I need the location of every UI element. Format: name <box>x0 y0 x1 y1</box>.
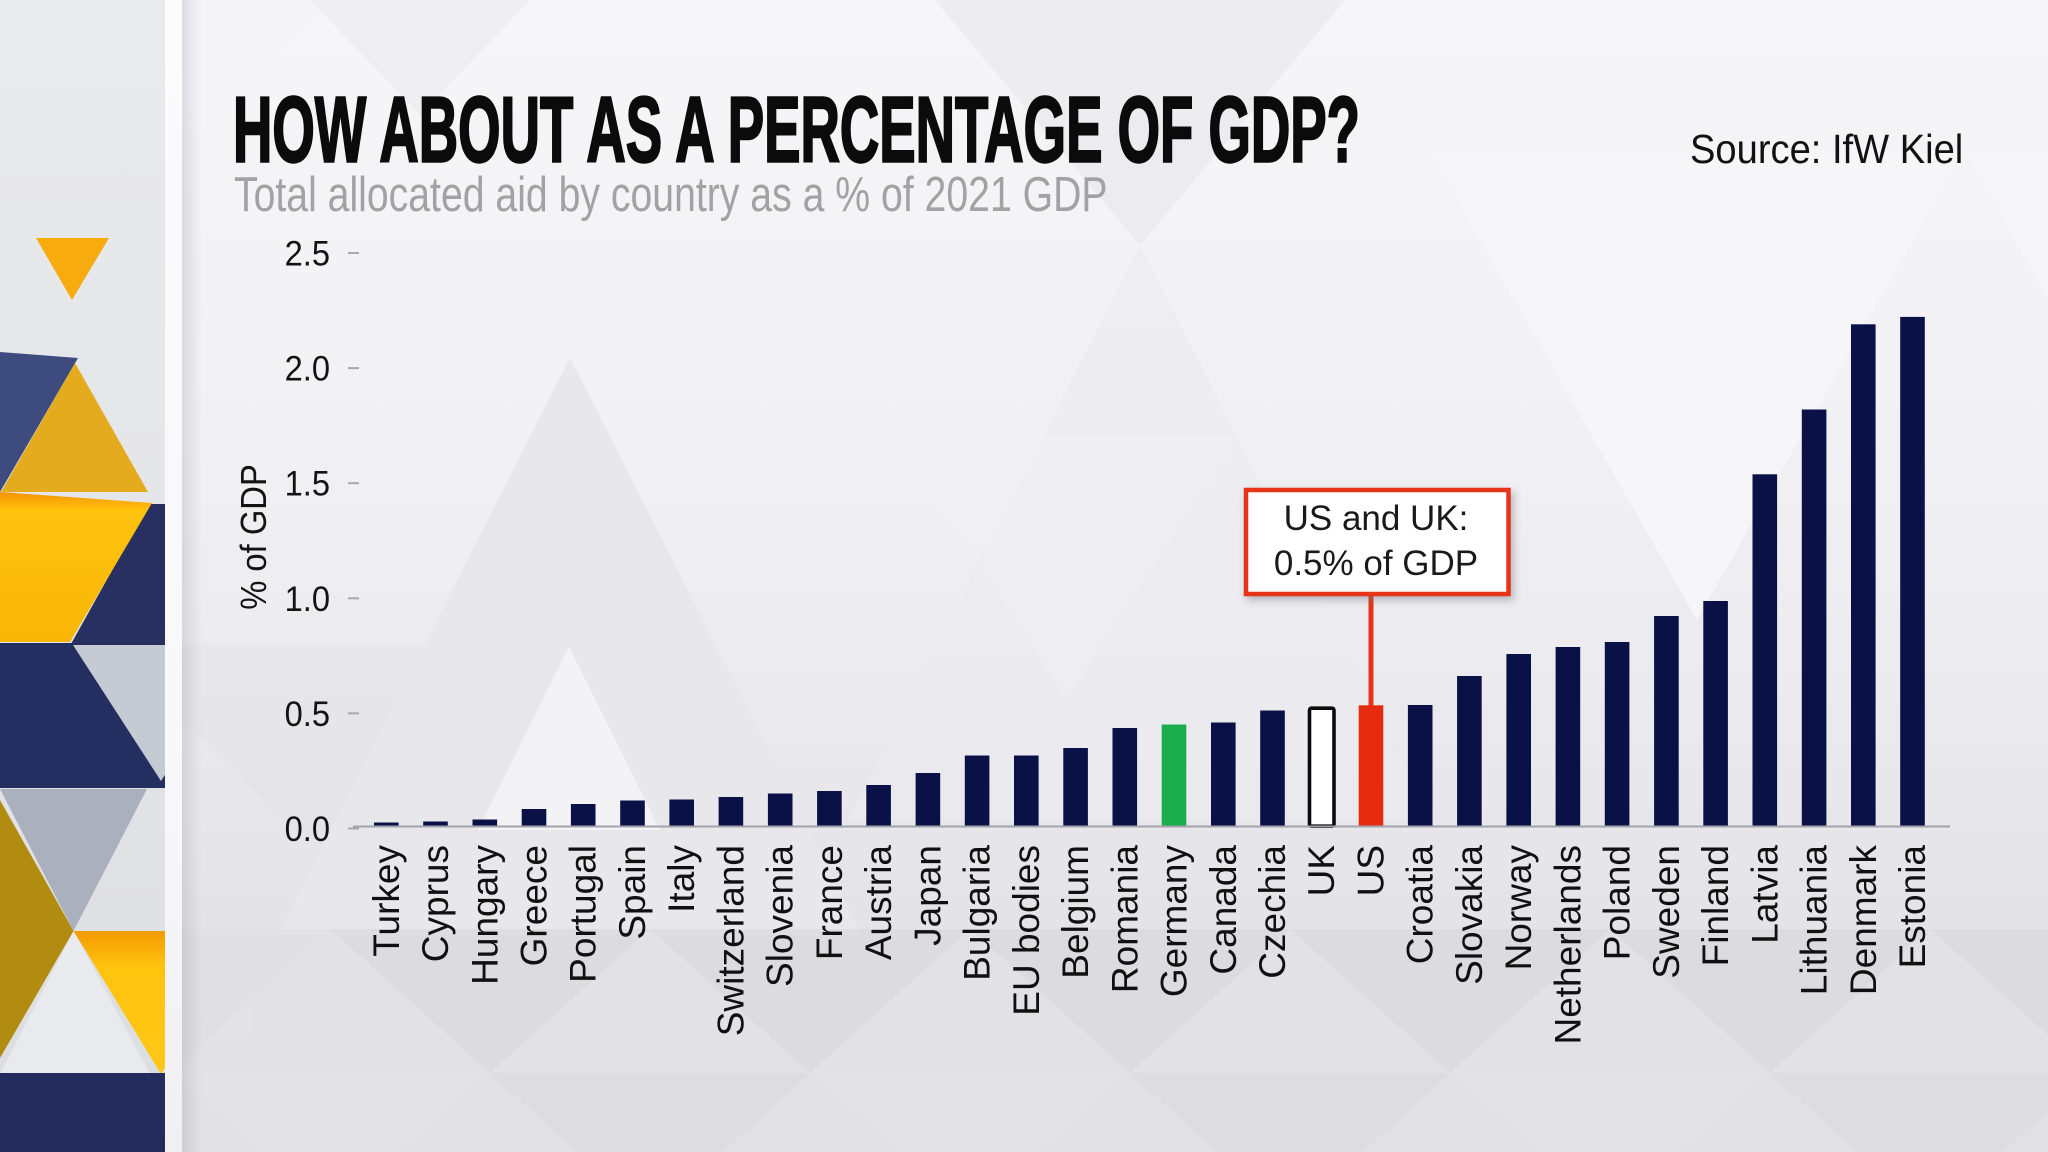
svg-text:Spain: Spain <box>612 845 653 940</box>
svg-text:Finland: Finland <box>1695 845 1736 966</box>
svg-text:Belgium: Belgium <box>1055 845 1096 979</box>
svg-text:France: France <box>809 845 850 960</box>
svg-text:% of GDP: % of GDP <box>235 464 275 610</box>
svg-text:0.5: 0.5 <box>285 695 330 735</box>
svg-text:2.5: 2.5 <box>285 234 330 274</box>
svg-text:Lithuania: Lithuania <box>1794 845 1835 996</box>
svg-text:Netherlands: Netherlands <box>1547 845 1588 1045</box>
svg-text:Croatia: Croatia <box>1400 845 1441 965</box>
svg-text:1.0: 1.0 <box>285 580 330 620</box>
svg-text:Sweden: Sweden <box>1646 845 1687 979</box>
svg-text:Turkey: Turkey <box>366 845 407 957</box>
svg-text:Slovenia: Slovenia <box>760 845 801 987</box>
svg-text:Latvia: Latvia <box>1744 845 1785 944</box>
svg-text:Switzerland: Switzerland <box>710 845 751 1036</box>
svg-text:0.0: 0.0 <box>285 810 330 850</box>
svg-text:Germany: Germany <box>1154 845 1195 998</box>
svg-text:Norway: Norway <box>1498 845 1539 971</box>
svg-text:Canada: Canada <box>1203 845 1244 975</box>
svg-text:Hungary: Hungary <box>464 845 505 985</box>
svg-text:0.5% of GDP: 0.5% of GDP <box>1274 544 1478 583</box>
svg-text:Bulgaria: Bulgaria <box>957 845 998 981</box>
svg-text:Source: IfW Kiel: Source: IfW Kiel <box>1690 127 1963 173</box>
svg-text:US: US <box>1351 845 1392 896</box>
svg-text:Portugal: Portugal <box>563 845 604 983</box>
svg-text:Japan: Japan <box>907 845 948 946</box>
svg-text:EU bodies: EU bodies <box>1006 845 1047 1016</box>
svg-text:US and UK:: US and UK: <box>1284 499 1469 538</box>
svg-text:Italy: Italy <box>661 845 702 913</box>
svg-text:Austria: Austria <box>858 845 899 961</box>
svg-text:1.5: 1.5 <box>285 464 330 504</box>
svg-text:UK: UK <box>1301 845 1342 897</box>
svg-text:Total allocated aid by country: Total allocated aid by country as a % of… <box>234 168 1108 222</box>
svg-text:Romania: Romania <box>1104 845 1145 993</box>
svg-text:Denmark: Denmark <box>1843 845 1884 996</box>
svg-text:2.0: 2.0 <box>285 349 330 389</box>
svg-text:Czechia: Czechia <box>1252 845 1293 979</box>
svg-text:Poland: Poland <box>1597 845 1638 960</box>
svg-text:Slovakia: Slovakia <box>1449 845 1490 985</box>
svg-text:Cyprus: Cyprus <box>415 845 456 962</box>
svg-text:Estonia: Estonia <box>1892 845 1933 969</box>
svg-text:HOW ABOUT AS A PERCENTAGE OF G: HOW ABOUT AS A PERCENTAGE OF GDP? <box>233 79 1360 183</box>
svg-text:Greece: Greece <box>514 845 555 966</box>
